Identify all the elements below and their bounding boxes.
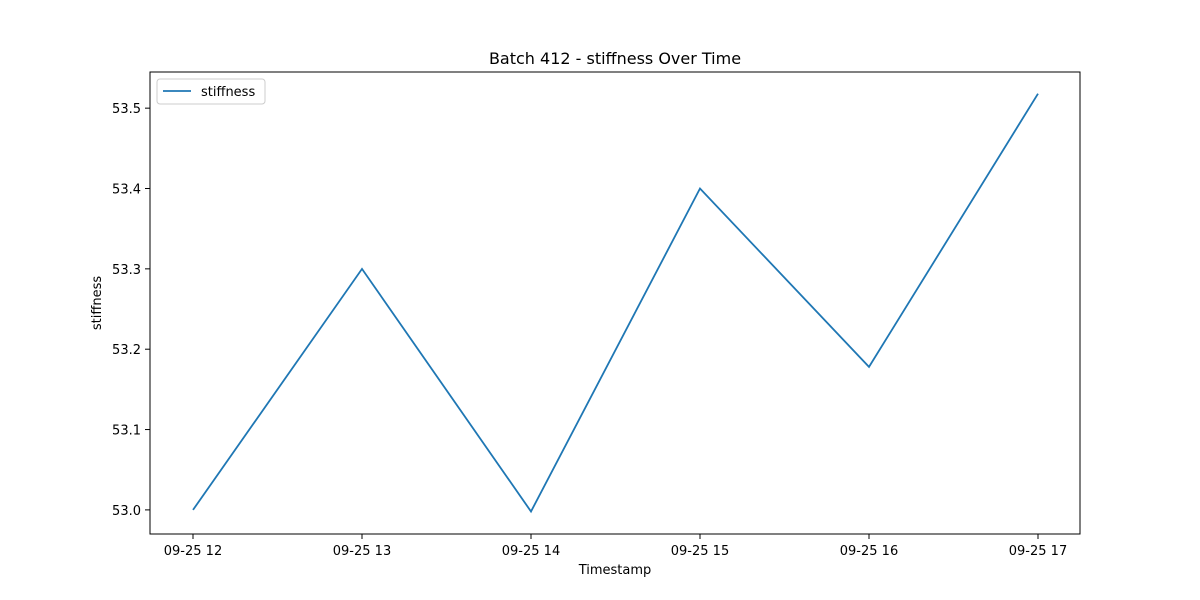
y-tick-label: 53.2 [112, 343, 141, 358]
y-axis: 53.0 53.1 53.2 53.3 53.4 53.5 [112, 102, 150, 519]
x-axis: 09-25 12 09-25 13 09-25 14 09-25 15 09-25 16… [164, 534, 1067, 559]
x-tick-label: 09-25 14 [502, 544, 560, 559]
x-tick-label: 09-25 12 [164, 544, 222, 559]
plot-area [149, 71, 1081, 535]
y-tick-label: 53.4 [112, 183, 141, 198]
legend-box [156, 78, 266, 105]
chart-title: Batch 412 - stiffness Over Time [489, 49, 741, 68]
x-tick-label: 09-25 16 [840, 544, 898, 559]
y-tick-label: 53.1 [112, 424, 141, 439]
y-axis-label: stiffness [90, 276, 105, 330]
y-tick-label: 53.5 [112, 102, 141, 117]
y-tick-label: 53.3 [112, 263, 141, 278]
x-tick-label: 09-25 15 [671, 544, 729, 559]
x-tick-label: 09-25 13 [333, 544, 391, 559]
legend: stiffness [156, 78, 266, 105]
y-tick-label: 53.0 [112, 504, 141, 519]
x-axis-label: Timestamp [578, 563, 652, 578]
x-tick-label: 09-25 17 [1009, 544, 1067, 559]
legend-label: stiffness [201, 85, 255, 100]
series-line-stiffness [192, 93, 1039, 514]
